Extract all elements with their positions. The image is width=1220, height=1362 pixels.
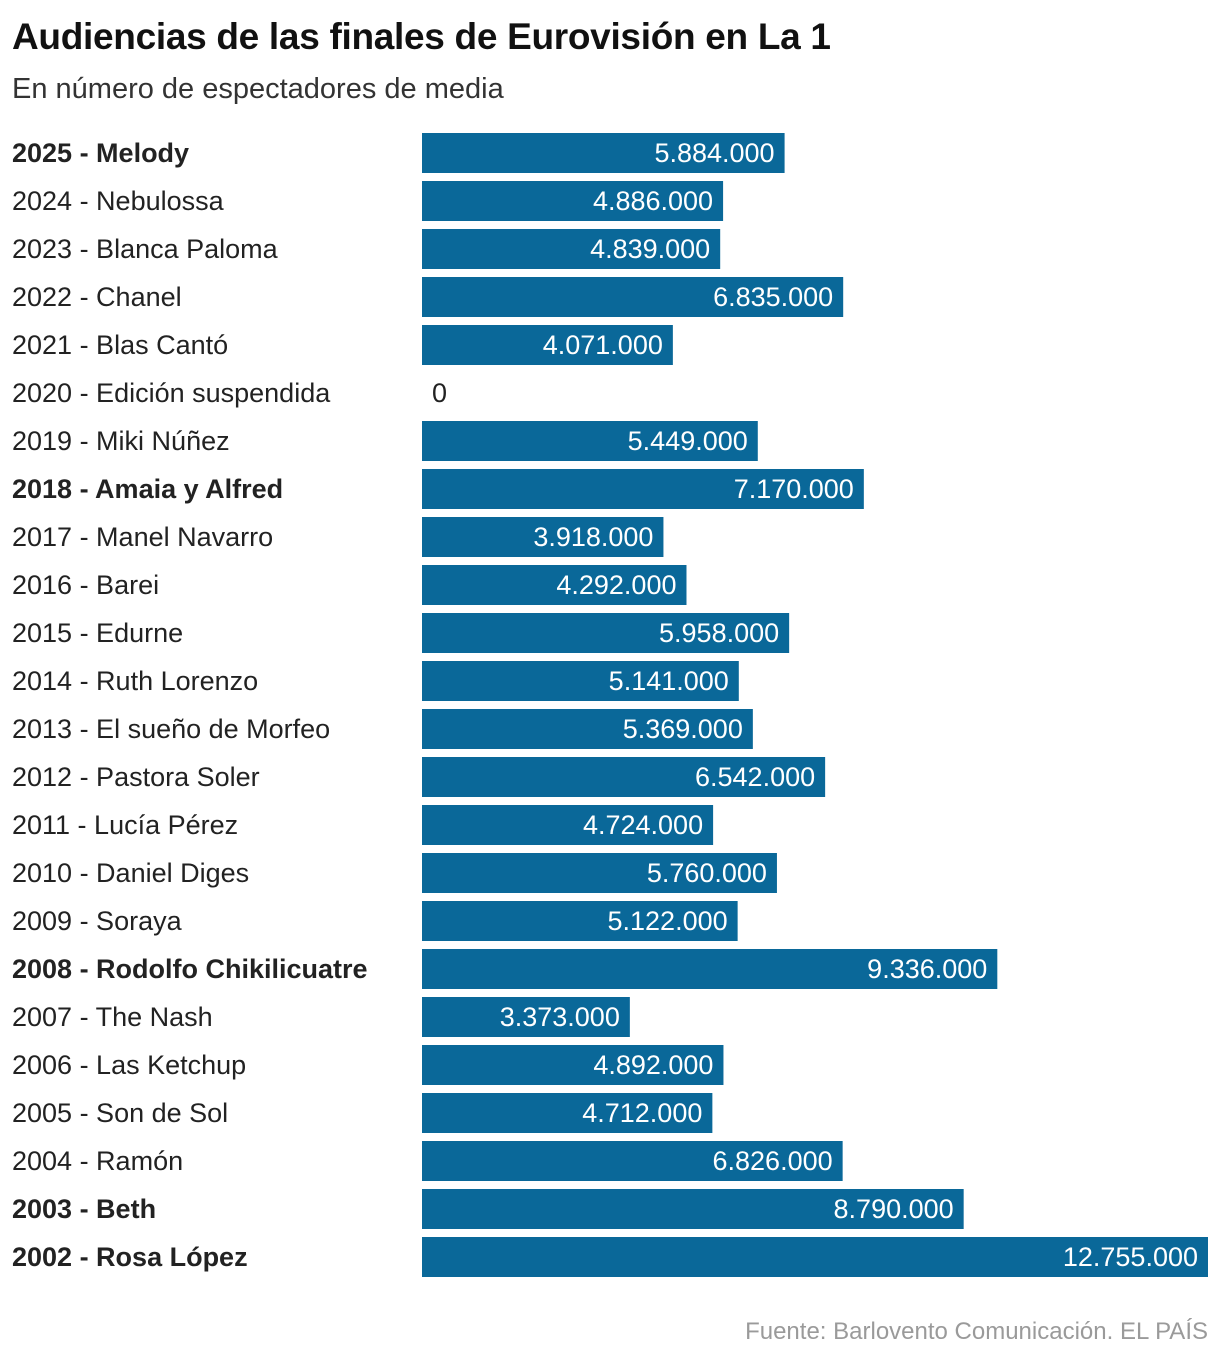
value-label: 3.918.000 <box>533 522 653 552</box>
bar-row: 2008 - Rodolfo Chikilicuatre 9.336.000 <box>12 949 998 989</box>
bar-row: 2020 - Edición suspendida 0 <box>12 378 447 408</box>
value-label: 7.170.000 <box>734 474 854 504</box>
value-label: 5.760.000 <box>647 858 767 888</box>
value-label: 5.958.000 <box>659 618 779 648</box>
category-label: 2022 - Chanel <box>12 282 182 312</box>
bar <box>422 805 714 845</box>
value-label: 4.292.000 <box>556 570 676 600</box>
category-label: 2012 - Pastora Soler <box>12 762 260 792</box>
value-label: 6.826.000 <box>713 1146 833 1176</box>
bar <box>422 133 785 173</box>
category-label: 2023 - Blanca Paloma <box>12 234 279 264</box>
bar-row: 2015 - Edurne 5.958.000 <box>12 613 790 653</box>
bar <box>422 757 826 797</box>
bar-row: 2023 - Blanca Paloma 4.839.000 <box>12 229 721 269</box>
category-label: 2015 - Edurne <box>12 618 183 648</box>
bar-row: 2005 - Son de Sol 4.712.000 <box>12 1093 713 1133</box>
chart-subtitle: En número de espectadores de media <box>12 73 504 105</box>
bar <box>422 181 724 221</box>
value-label: 4.724.000 <box>583 810 703 840</box>
value-label: 6.542.000 <box>695 762 815 792</box>
category-label: 2008 - Rodolfo Chikilicuatre <box>12 954 368 984</box>
bar-row: 2017 - Manel Navarro 3.918.000 <box>12 517 664 557</box>
bar-row: 2018 - Amaia y Alfred 7.170.000 <box>12 469 864 509</box>
bar-row: 2006 - Las Ketchup 4.892.000 <box>12 1045 724 1085</box>
bar <box>422 277 844 317</box>
bar <box>422 853 777 893</box>
value-label: 8.790.000 <box>834 1194 954 1224</box>
bar <box>422 661 739 701</box>
bar-row: 2011 - Lucía Pérez 4.724.000 <box>12 805 714 845</box>
bar <box>422 421 758 461</box>
bar <box>422 709 753 749</box>
value-label: 0 <box>432 378 447 408</box>
category-label: 2017 - Manel Navarro <box>12 522 273 552</box>
bar <box>422 1189 964 1229</box>
value-label: 5.449.000 <box>628 426 748 456</box>
bar-row: 2019 - Miki Núñez 5.449.000 <box>12 421 758 461</box>
bar-row: 2024 - Nebulossa 4.886.000 <box>12 181 724 221</box>
chart-title: Audiencias de las finales de Eurovisión … <box>12 16 831 57</box>
bar-row: 2014 - Ruth Lorenzo 5.141.000 <box>12 661 739 701</box>
category-label: 2016 - Barei <box>12 570 159 600</box>
category-label: 2025 - Melody <box>12 138 189 168</box>
source-note: Fuente: Barlovento Comunicación. EL PAÍS <box>745 1318 1208 1345</box>
value-label: 4.886.000 <box>593 186 713 216</box>
category-label: 2014 - Ruth Lorenzo <box>12 666 258 696</box>
category-label: 2005 - Son de Sol <box>12 1098 228 1128</box>
category-label: 2010 - Daniel Diges <box>12 858 249 888</box>
value-label: 6.835.000 <box>713 282 833 312</box>
category-label: 2003 - Beth <box>12 1194 156 1224</box>
bar <box>422 613 790 653</box>
category-label: 2019 - Miki Núñez <box>12 426 230 456</box>
bar-row: 2003 - Beth 8.790.000 <box>12 1189 964 1229</box>
bar-row: 2009 - Soraya 5.122.000 <box>12 901 738 941</box>
category-label: 2006 - Las Ketchup <box>12 1050 246 1080</box>
bar-row: 2010 - Daniel Diges 5.760.000 <box>12 853 777 893</box>
bar-row: 2021 - Blas Cantó 4.071.000 <box>12 325 673 365</box>
bar-row: 2004 - Ramón 6.826.000 <box>12 1141 843 1181</box>
value-label: 4.712.000 <box>582 1098 702 1128</box>
value-label: 4.892.000 <box>593 1050 713 1080</box>
category-label: 2007 - The Nash <box>12 1002 213 1032</box>
category-label: 2002 - Rosa López <box>12 1242 248 1272</box>
category-label: 2018 - Amaia y Alfred <box>12 474 283 504</box>
bar-row: 2013 - El sueño de Morfeo 5.369.000 <box>12 709 753 749</box>
value-label: 9.336.000 <box>867 954 987 984</box>
value-label: 5.122.000 <box>608 906 728 936</box>
value-label: 5.884.000 <box>654 138 774 168</box>
bar <box>422 517 664 557</box>
bar <box>422 1093 713 1133</box>
bar <box>422 1045 724 1085</box>
category-label: 2024 - Nebulossa <box>12 186 225 216</box>
bar <box>422 469 864 509</box>
bar <box>422 997 630 1037</box>
value-label: 12.755.000 <box>1063 1242 1198 1272</box>
bar <box>422 325 673 365</box>
value-label: 5.369.000 <box>623 714 743 744</box>
bar <box>422 229 721 269</box>
category-label: 2011 - Lucía Pérez <box>12 810 238 840</box>
bar <box>422 1237 1208 1277</box>
bar-row: 2022 - Chanel 6.835.000 <box>12 277 844 317</box>
value-label: 4.071.000 <box>543 330 663 360</box>
bar-row: 2025 - Melody 5.884.000 <box>12 133 785 173</box>
bar <box>422 1141 843 1181</box>
value-label: 4.839.000 <box>590 234 710 264</box>
bar <box>422 901 738 941</box>
category-label: 2020 - Edición suspendida <box>12 378 331 408</box>
category-label: 2009 - Soraya <box>12 906 183 936</box>
category-label: 2004 - Ramón <box>12 1146 183 1176</box>
bar <box>422 949 998 989</box>
category-label: 2021 - Blas Cantó <box>12 330 228 360</box>
bar-row: 2002 - Rosa López 12.755.000 <box>12 1237 1208 1277</box>
category-label: 2013 - El sueño de Morfeo <box>12 714 330 744</box>
bar-row: 2012 - Pastora Soler 6.542.000 <box>12 757 826 797</box>
value-label: 5.141.000 <box>609 666 729 696</box>
value-label: 3.373.000 <box>500 1002 620 1032</box>
bar-row: 2007 - The Nash 3.373.000 <box>12 997 630 1037</box>
bar-row: 2016 - Barei 4.292.000 <box>12 565 687 605</box>
bar <box>422 565 687 605</box>
